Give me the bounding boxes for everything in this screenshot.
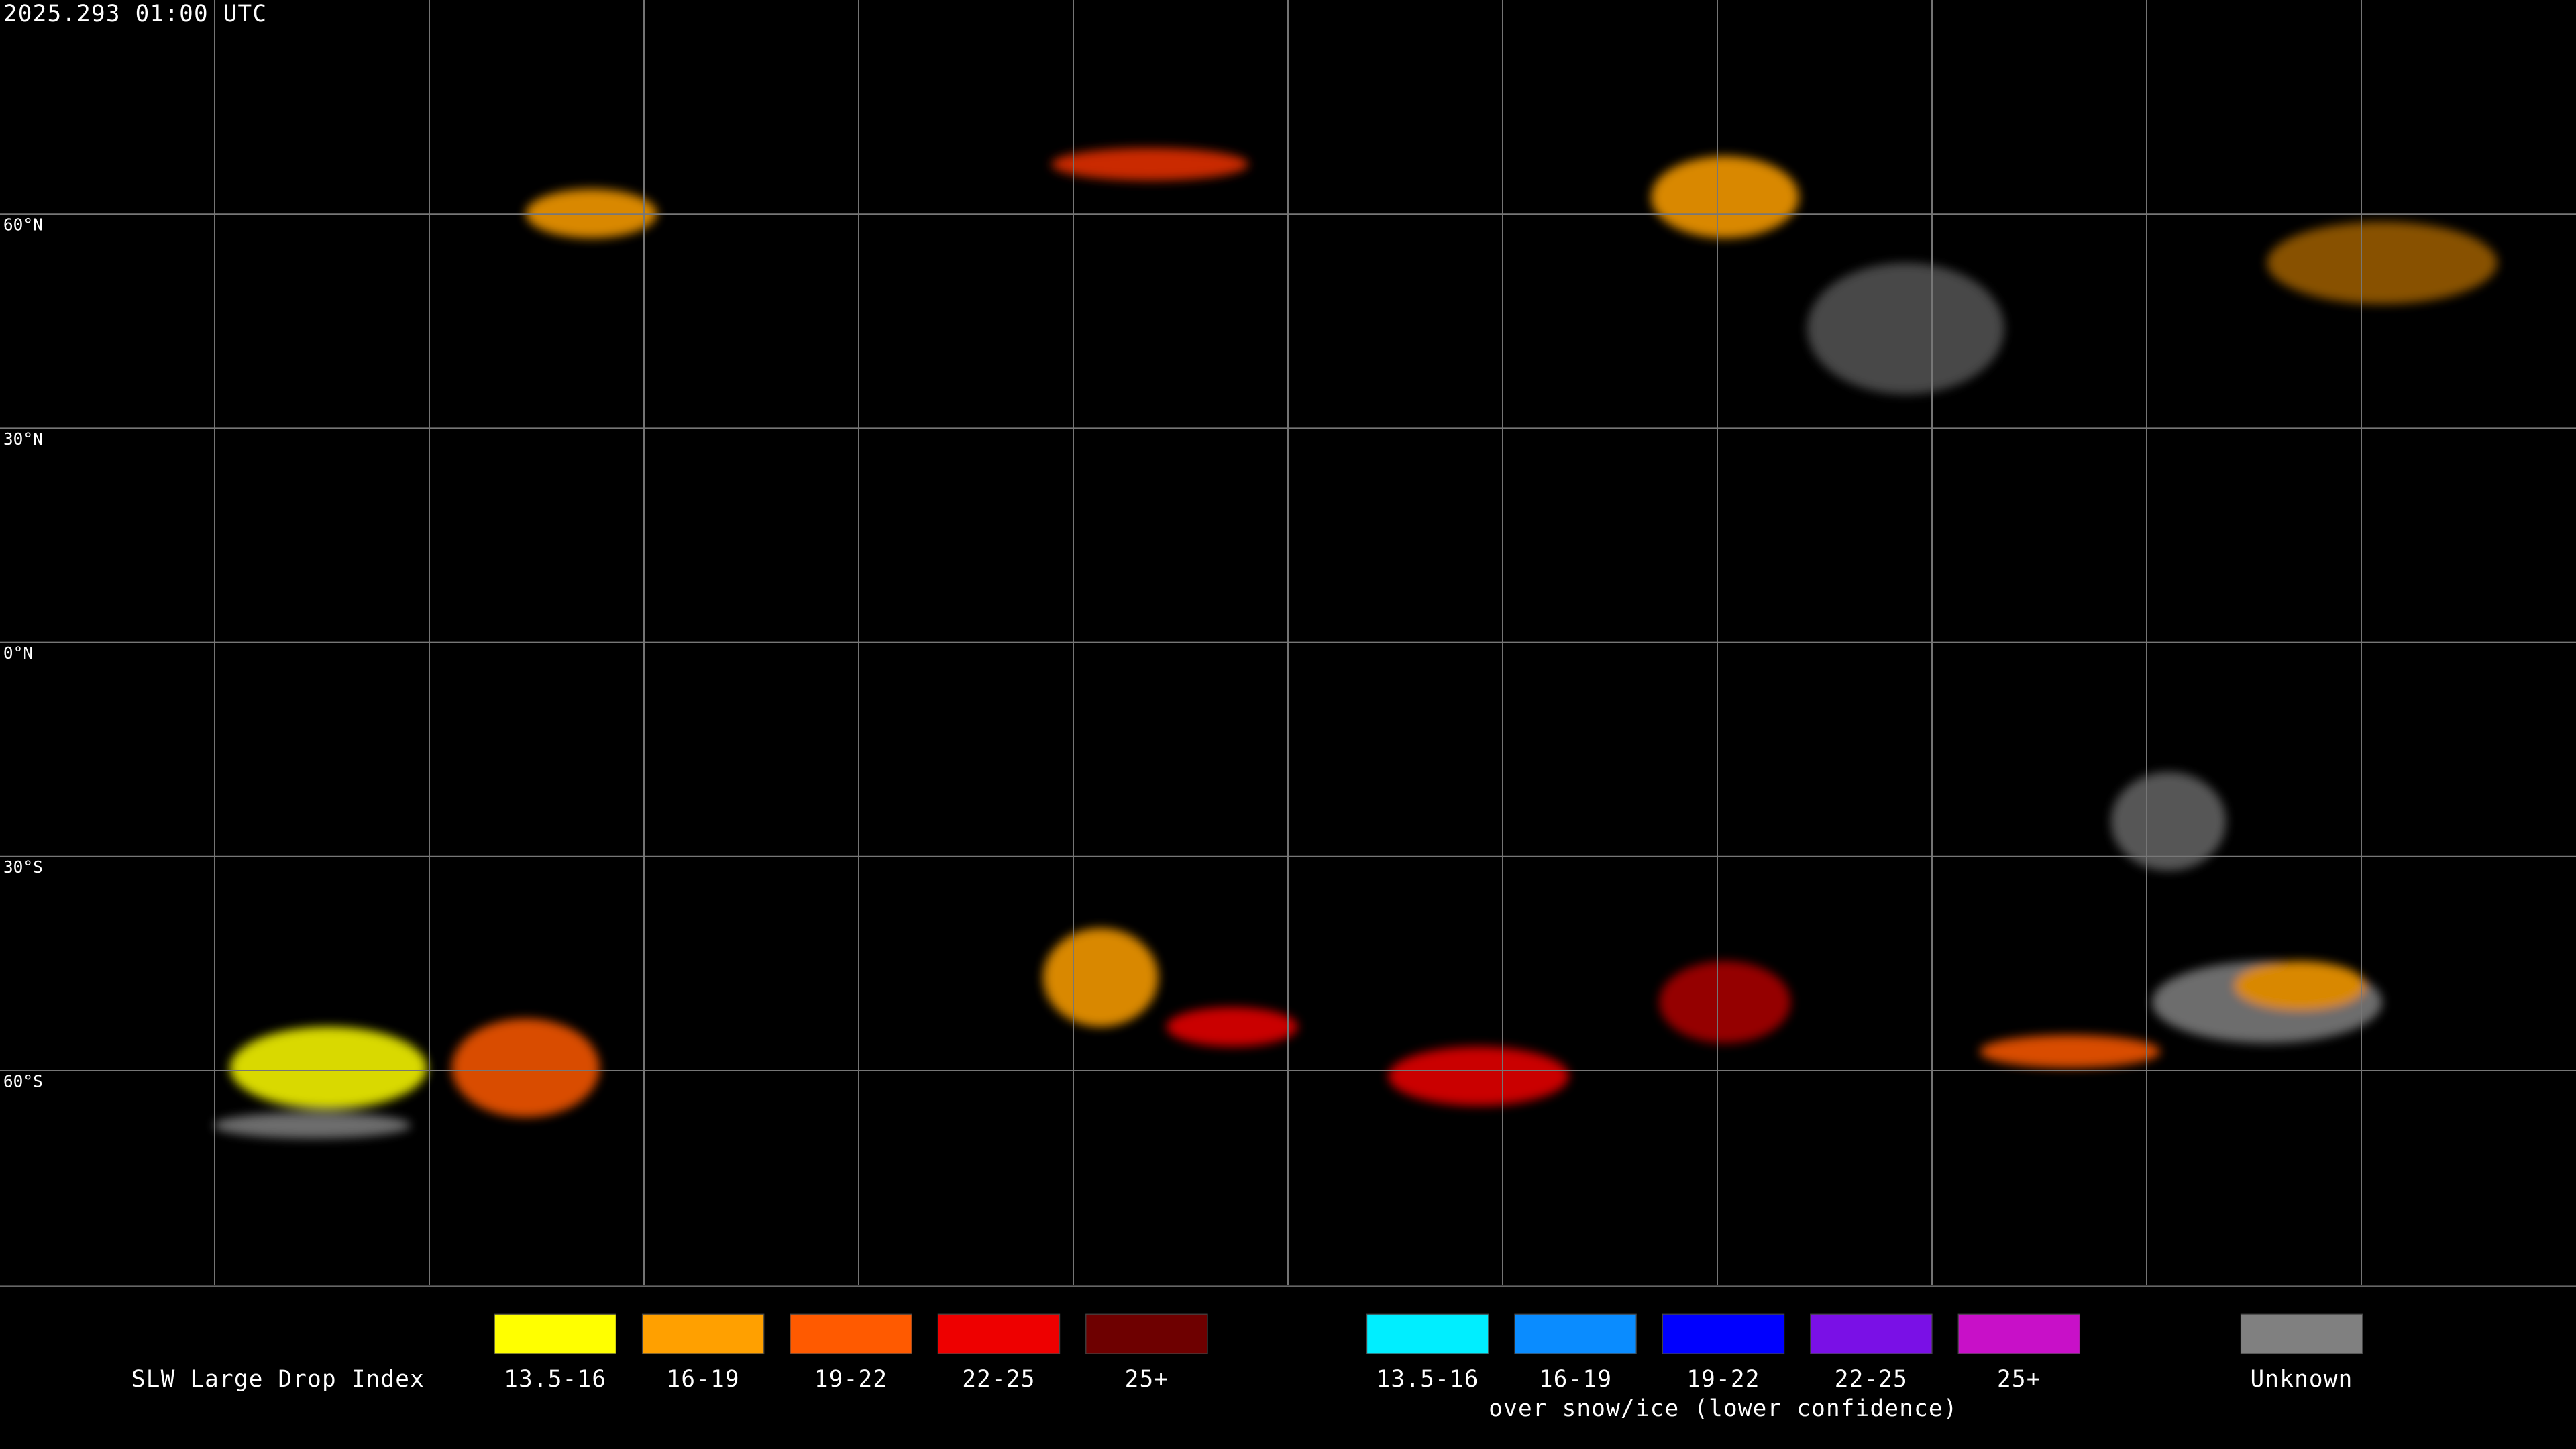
legend-swatch — [1514, 1313, 1637, 1354]
latitude-label: 30°S — [3, 857, 43, 877]
legend-label: 22-25 — [1835, 1366, 1908, 1393]
patch — [2234, 961, 2366, 1011]
cloud-patches — [213, 148, 2498, 1139]
legend-swatch — [1085, 1313, 1208, 1354]
legend-swatch — [1662, 1313, 1785, 1354]
legend-label: 16-19 — [1539, 1366, 1612, 1393]
latitude-label: 30°N — [3, 429, 43, 449]
patch — [1051, 148, 1249, 181]
legend-label: Unknown — [2251, 1366, 2353, 1393]
legend-label: 13.5-16 — [1377, 1366, 1479, 1393]
legend-swatch — [2240, 1313, 2363, 1354]
legend-swatch — [790, 1313, 912, 1354]
legend-swatch — [937, 1313, 1061, 1354]
latitude-label: 60°S — [3, 1071, 43, 1091]
patch — [1980, 1034, 2161, 1068]
legend-label: 25+ — [1997, 1366, 2041, 1393]
latitude-label: 60°N — [3, 215, 43, 235]
patch — [1043, 928, 1159, 1027]
legend-label: 16-19 — [667, 1366, 740, 1393]
patch — [2267, 221, 2498, 305]
patch — [1807, 262, 2004, 394]
patch — [213, 1112, 411, 1139]
legend-swatch — [1810, 1313, 1933, 1354]
legend-label: 25+ — [1125, 1366, 1169, 1393]
legend-label: 19-22 — [1686, 1366, 1760, 1393]
legend-swatch — [1957, 1313, 2081, 1354]
legend-note: over snow/ice (lower confidence) — [1489, 1395, 1957, 1422]
patch — [1651, 156, 1799, 239]
patch — [1166, 1007, 1298, 1046]
legend-title: SLW Large Drop Index — [131, 1366, 425, 1393]
legend-label: 13.5-16 — [504, 1366, 606, 1393]
graticule: 60°N 30°N 0°N 30°S 60°S — [0, 0, 2576, 1285]
patch — [451, 1018, 600, 1118]
legend-label: 22-25 — [962, 1366, 1035, 1393]
latitude-label: 0°N — [3, 643, 33, 663]
patch — [1659, 961, 1791, 1044]
legend-swatch — [641, 1313, 765, 1354]
patch — [1388, 1046, 1569, 1106]
legend-label: 19-22 — [814, 1366, 888, 1393]
patch — [229, 1026, 427, 1110]
patch — [2110, 772, 2226, 871]
legend: SLW Large Drop Index over snow/ice (lowe… — [131, 1313, 2363, 1422]
legend-swatch — [1366, 1313, 1489, 1354]
timestamp: 2025.293 01:00 UTC — [3, 1, 267, 28]
legend-swatch — [494, 1313, 616, 1354]
